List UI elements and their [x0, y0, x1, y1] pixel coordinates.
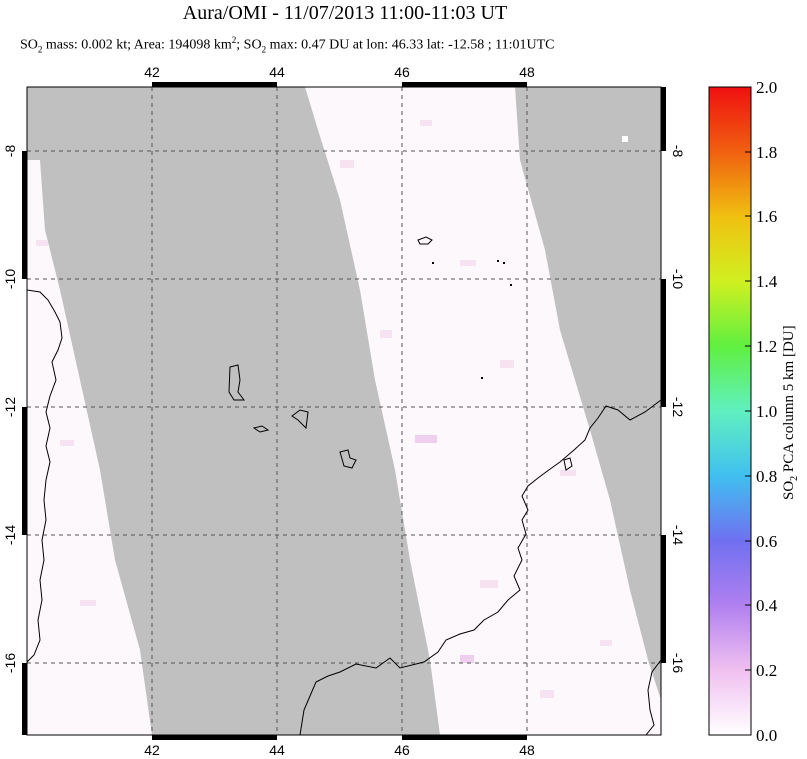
colorbar-ticks: 2.0 1.8 1.6 1.4 1.2 1.0 0.8 0.6 0.4 0.2 … — [756, 78, 778, 745]
colorbar-tick: 0.4 — [756, 596, 778, 615]
colorbar-tick: 0.0 — [756, 726, 777, 745]
colorbar-tick-marks — [745, 86, 751, 671]
lon-ticks: 42 44 46 48 42 44 46 48 — [144, 64, 535, 758]
colorbar-tick: 0.8 — [756, 467, 777, 486]
central-swath — [305, 87, 661, 735]
mayotte — [339, 449, 357, 469]
moheli — [252, 425, 270, 433]
colorbar-tick: 2.0 — [756, 78, 777, 97]
map-title: Aura/OMI - 11/07/2013 11:00-11:03 UT — [182, 2, 508, 24]
lon-tick-bottom: 42 — [144, 742, 160, 758]
lat-tick-left: -16 — [2, 653, 18, 673]
lon-tick-bottom: 44 — [269, 742, 285, 758]
gridlines — [27, 87, 661, 735]
lat-tick-right: -8 — [670, 145, 686, 158]
lat-tick-left: -12 — [2, 397, 18, 417]
lon-tick-bottom: 46 — [394, 742, 410, 758]
lat-tick-right: -10 — [670, 269, 686, 289]
lon-tick-top: 48 — [519, 64, 535, 80]
map-border-bars — [22, 82, 666, 740]
colorbar-tick: 1.4 — [756, 272, 778, 291]
lat-tick-left: -8 — [2, 145, 18, 158]
lon-tick-bottom: 48 — [519, 742, 535, 758]
anjouan — [291, 409, 309, 430]
colorbar-tick: 0.6 — [756, 532, 777, 551]
lon-tick-top: 46 — [394, 64, 410, 80]
farquhar — [417, 236, 433, 245]
small-islands — [432, 260, 512, 379]
colorbar-tick: 1.6 — [756, 207, 777, 226]
map-plot — [27, 87, 661, 735]
lat-tick-left: -14 — [2, 525, 18, 545]
madagascar-north — [299, 399, 661, 735]
lon-tick-top: 42 — [144, 64, 160, 80]
colorbar — [708, 86, 752, 736]
so2-pixels — [36, 120, 612, 698]
lon-tick-top: 44 — [269, 64, 285, 80]
colorbar-label: SO2 PCA column 5 km [DU] — [781, 325, 800, 500]
lat-ticks: -8 -10 -12 -14 -16 -8 -10 -12 -14 -16 — [2, 145, 686, 674]
map-subtitle: SO2 mass: 0.002 kt; Area: 194098 km2; SO… — [20, 35, 555, 55]
colorbar-tick: 0.2 — [756, 661, 777, 680]
grande-comore — [228, 364, 245, 401]
lat-tick-right: -14 — [670, 525, 686, 545]
nosy-be — [563, 457, 573, 471]
left-swath — [27, 160, 152, 735]
colorbar-tick: 1.8 — [756, 143, 777, 162]
colorbar-tick: 1.2 — [756, 337, 777, 356]
lat-tick-right: -12 — [670, 397, 686, 417]
lat-tick-right: -16 — [670, 653, 686, 673]
madagascar-east — [645, 659, 661, 735]
colorbar-tick: 1.0 — [756, 402, 777, 421]
africa-coast — [27, 289, 63, 663]
coastlines — [27, 236, 661, 735]
lat-tick-left: -10 — [2, 269, 18, 289]
